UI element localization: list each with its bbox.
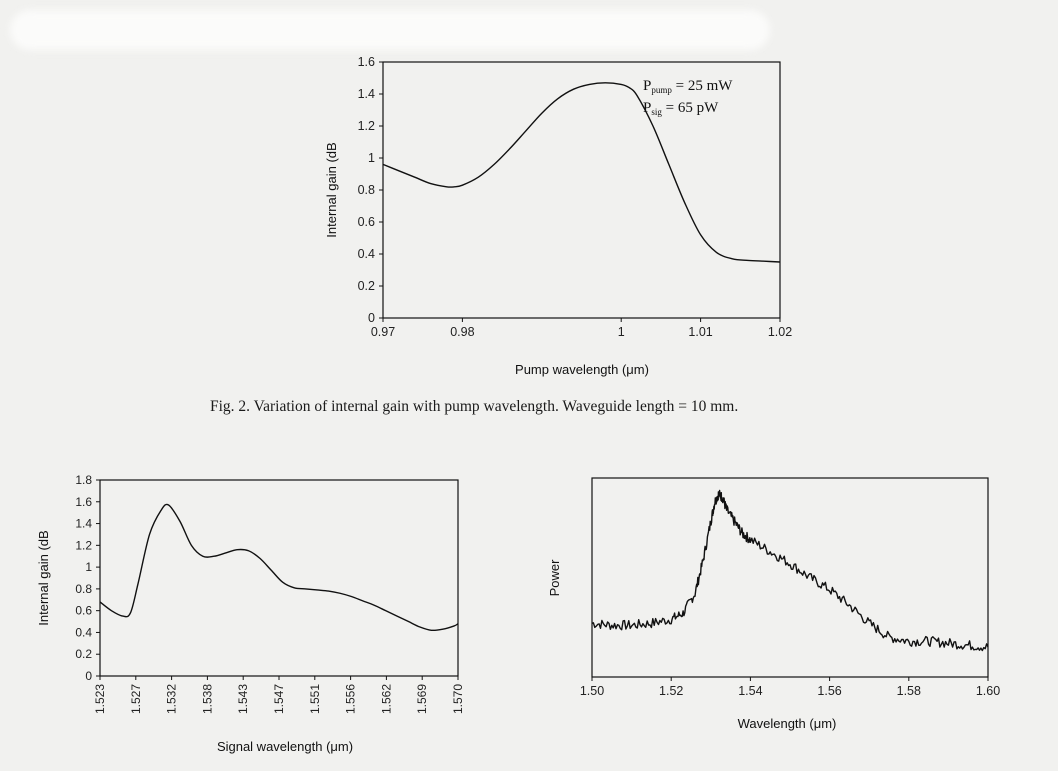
y-tick-label: 0.6	[75, 604, 92, 618]
y-tick-label: 0.4	[358, 247, 375, 261]
x-tick-label: 1	[618, 325, 625, 339]
scan-smudge	[10, 10, 770, 50]
y-tick-label: 0	[368, 311, 375, 325]
x-tick-label: 1.570	[451, 684, 465, 714]
y-tick-label: 0	[85, 669, 92, 683]
y-tick-label: 1.4	[358, 87, 375, 101]
x-tick-label: 1.538	[200, 684, 214, 714]
x-axis-label: Pump wavelength (μm)	[515, 362, 649, 377]
x-tick-label: 1.527	[129, 684, 143, 714]
series-line	[382, 82, 781, 263]
y-tick-label: 1.6	[358, 55, 375, 69]
x-tick-label: 1.551	[308, 684, 322, 714]
x-tick-label: 1.543	[236, 684, 250, 714]
x-tick-label: 1.562	[379, 684, 393, 714]
power-spectrum-chart: 1.50 1.52 1.54 1.56 1.58 1.60 Wavelength (μm) P…	[547, 477, 1000, 731]
x-tick-label: 1.01	[688, 325, 712, 339]
x-tick-label: 1.02	[768, 325, 792, 339]
x-axis-label: Wavelength (μm)	[738, 716, 837, 731]
annotation-text: Ppump = 25 mW	[643, 78, 733, 95]
x-axis-label: Signal wavelength (μm)	[217, 739, 353, 754]
x-tick-label: 1.556	[344, 684, 358, 714]
y-tick-label: 1.2	[358, 119, 375, 133]
series-line	[99, 503, 459, 632]
x-tick-label: 1.532	[165, 684, 179, 714]
y-tick-label: 0.8	[358, 183, 375, 197]
y-tick-label: 1.4	[75, 517, 92, 531]
figure-caption: Fig. 2. Variation of internal gain with …	[210, 398, 739, 415]
y-tick-label: 0.2	[75, 647, 92, 661]
plot-frame	[382, 61, 781, 319]
y-axis-label: Internal gain (dB	[324, 142, 339, 237]
y-tick-label: 0.4	[75, 625, 92, 639]
signal-gain-chart: 0 0.2 0.4 0.6 0.8 1 1.2 1.4 1.6 1.8 1.523 1.527 1.53…	[36, 473, 465, 754]
y-axis-label: Power	[547, 559, 562, 597]
y-tick-label: 0.6	[358, 215, 375, 229]
plot-frame	[591, 477, 989, 678]
pump-gain-chart: 0 0.2 0.4 0.6 0.8 1 1.2 1.4 1.6 0.97 0.98 1 1.01 1.02…	[324, 55, 792, 377]
y-tick-label: 1.2	[75, 538, 92, 552]
x-tick-label: 1.569	[415, 684, 429, 714]
x-tick-label: 0.97	[371, 325, 395, 339]
x-tick-label: 1.547	[272, 684, 286, 714]
y-tick-label: 0.2	[358, 279, 375, 293]
x-tick-label: 1.523	[93, 684, 107, 714]
x-tick-label: 1.56	[817, 684, 841, 698]
y-tick-label: 1.6	[75, 495, 92, 509]
x-tick-label: 1.58	[897, 684, 921, 698]
x-tick-label: 1.60	[976, 684, 1000, 698]
x-tick-label: 1.54	[738, 684, 762, 698]
x-tick-label: 1.50	[580, 684, 604, 698]
series-line	[591, 489, 989, 652]
annotation-text: Psig = 65 pW	[643, 100, 719, 117]
y-tick-label: 1	[368, 151, 375, 165]
x-tick-label: 0.98	[450, 325, 474, 339]
y-tick-label: 1	[85, 560, 92, 574]
y-tick-label: 0.8	[75, 582, 92, 596]
y-axis-label: Internal gain (dB	[36, 530, 51, 625]
y-tick-label: 1.8	[75, 473, 92, 487]
x-tick-label: 1.52	[659, 684, 683, 698]
